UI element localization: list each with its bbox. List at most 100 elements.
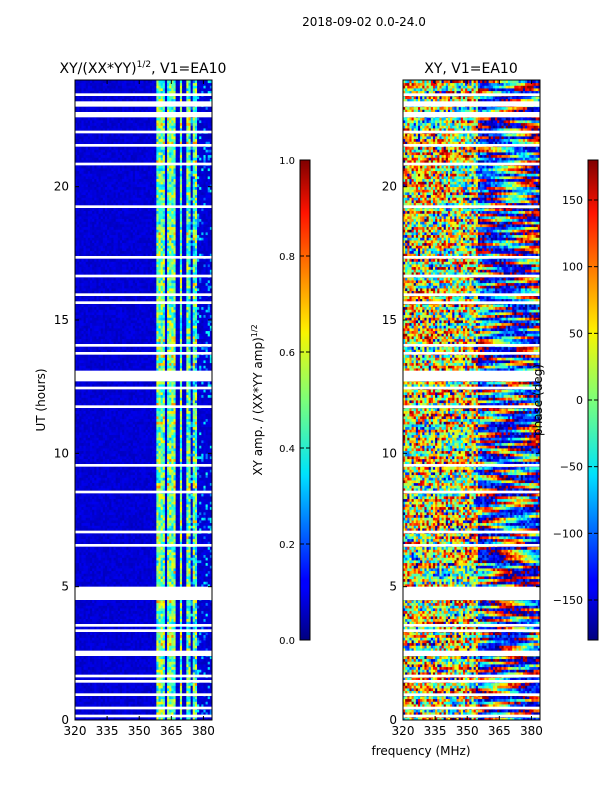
heatmap-cell [119,605,123,609]
heatmap-cell [81,536,84,540]
heatmap-cell [209,666,212,670]
heatmap-cell [130,552,134,556]
heatmap-cell [128,600,132,604]
heatmap-cell [167,549,170,553]
heatmap-cell [94,656,97,660]
heatmap-cell [186,618,189,622]
heatmap-cell [192,541,196,545]
heatmap-cell [102,709,106,713]
heatmap-cell [197,696,200,700]
heatmap-cell [162,600,166,604]
heatmap-cell [100,576,104,580]
heatmap-cell [122,546,125,550]
heatmap-cell [158,557,162,561]
heatmap-cell [128,640,132,644]
heatmap-cell [182,677,185,681]
heatmap-cell [141,525,144,529]
heatmap-cell [107,669,110,673]
heatmap-cell [77,677,80,681]
heatmap-cell [100,701,104,705]
heatmap-cell [87,600,91,604]
heatmap-cell [194,648,198,652]
heatmap-cell [203,688,206,692]
heatmap-cell [149,648,153,652]
heatmap-cell [154,584,157,588]
heatmap-cell [152,656,155,660]
heatmap-cell [87,696,91,700]
heatmap-cell [94,541,97,545]
heatmap-cell [94,717,97,720]
heatmap-cell [77,658,80,662]
heatmap-cell [143,618,147,622]
heatmap-cell [85,656,89,660]
heatmap-cell [184,666,187,670]
heatmap-cell [111,688,114,692]
heatmap-cell [109,696,112,700]
heatmap-cell [156,634,159,638]
heatmap-cell [89,690,93,694]
heatmap-cell [156,557,159,561]
heatmap-cell [75,682,78,686]
heatmap-cell [124,709,127,713]
heatmap-cell [154,578,157,582]
heatmap-cell [199,557,202,561]
heatmap-cell [169,568,172,572]
heatmap-cell [85,661,89,665]
heatmap-cell [197,538,200,542]
heatmap-cell [94,690,97,694]
heatmap-cell [113,570,117,574]
heatmap-cell [199,682,202,686]
heatmap-cell [92,648,95,652]
heatmap-cell [199,584,202,588]
heatmap-cell [75,528,78,532]
heatmap-cell [141,584,144,588]
heatmap-cell [139,546,142,550]
heatmap-cell [77,642,80,646]
heatmap-cell [92,669,95,673]
heatmap-cell [126,581,129,585]
heatmap-cell [173,560,177,564]
heatmap-cell [143,645,147,649]
heatmap-cell [145,568,149,572]
heatmap-cell [113,616,117,620]
heatmap-cell [87,672,91,676]
heatmap-cell [117,672,121,676]
heatmap-cell [134,576,138,580]
heatmap-cell [87,610,91,614]
heatmap-cell [124,669,127,673]
heatmap-cell [162,576,166,580]
heatmap-cell [128,562,132,566]
heatmap-cell [143,637,147,641]
heatmap-cell [104,600,108,604]
heatmap-cell [128,621,132,625]
heatmap-cell [186,570,189,574]
heatmap-cell [152,642,155,646]
heatmap-cell [83,696,87,700]
heatmap-cell [89,666,93,670]
heatmap-cell [194,600,198,604]
heatmap-cell [83,712,87,716]
heatmap-cell [199,677,202,681]
heatmap-cell [207,621,211,625]
heatmap-cell [102,632,106,636]
heatmap-cell [147,557,151,561]
heatmap-cell [173,584,177,588]
heatmap-cell [89,525,93,529]
heatmap-cell [182,533,185,537]
heatmap-cell [100,584,104,588]
heatmap-cell [134,712,138,716]
heatmap-cell [199,696,202,700]
heatmap-cell [158,528,162,532]
heatmap-cell [85,717,89,720]
heatmap-cell [171,690,174,694]
heatmap-cell [205,664,209,668]
heatmap-cell [113,621,117,625]
heatmap-cell [199,666,202,670]
heatmap-cell [119,546,123,550]
heatmap-cell [92,658,95,662]
heatmap-cell [171,669,174,673]
heatmap-cell [179,557,183,561]
heatmap-cell [156,632,159,636]
heatmap-cell [115,536,119,540]
heatmap-cell [111,661,114,665]
